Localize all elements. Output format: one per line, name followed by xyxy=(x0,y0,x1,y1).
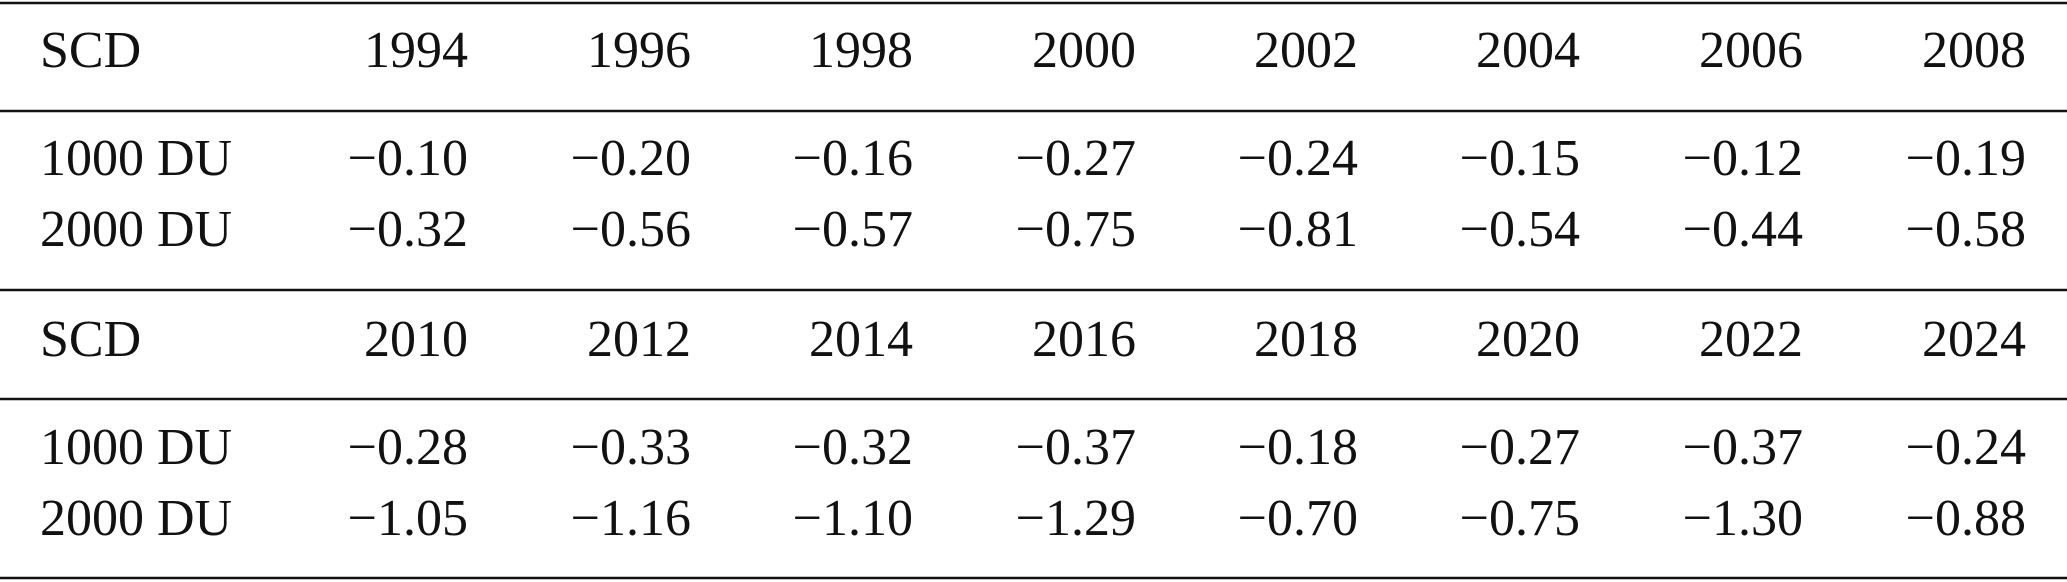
row-label: 2000 DU xyxy=(40,490,232,547)
header-cell: 2006 xyxy=(1699,22,1803,79)
cell: −0.24 xyxy=(1238,130,1358,187)
header-cell: 1998 xyxy=(809,22,913,79)
cell: −0.56 xyxy=(571,201,691,258)
header-cell: 2020 xyxy=(1476,311,1580,368)
header-cell: 2014 xyxy=(809,311,913,368)
cell: −0.27 xyxy=(1016,130,1136,187)
cell: −0.19 xyxy=(1906,130,2026,187)
cell: −0.27 xyxy=(1460,419,1580,476)
cell: −0.32 xyxy=(793,419,913,476)
row-label: 1000 DU xyxy=(40,130,232,187)
cell: −0.75 xyxy=(1016,201,1136,258)
cell: −0.32 xyxy=(348,201,468,258)
cell: −0.81 xyxy=(1238,201,1358,258)
cell: −0.12 xyxy=(1683,130,1803,187)
header-cell: 2024 xyxy=(1922,311,2026,368)
header-cell: 2000 xyxy=(1032,22,1136,79)
header-cell: 2022 xyxy=(1699,311,1803,368)
header-cell: 2002 xyxy=(1254,22,1358,79)
row-label: 1000 DU xyxy=(40,419,232,476)
header-cell: SCD xyxy=(40,311,141,368)
cell: −0.20 xyxy=(571,130,691,187)
cell: −0.15 xyxy=(1460,130,1580,187)
cell: −0.88 xyxy=(1906,490,2026,547)
cell: −0.58 xyxy=(1906,201,2026,258)
cell: −1.29 xyxy=(1016,490,1136,547)
header-cell: 2018 xyxy=(1254,311,1358,368)
cell: −1.30 xyxy=(1683,490,1803,547)
header-cell: 2012 xyxy=(587,311,691,368)
cell: −0.54 xyxy=(1460,201,1580,258)
header-cell: 2008 xyxy=(1922,22,2026,79)
header-cell: 1996 xyxy=(587,22,691,79)
cell: −0.28 xyxy=(348,419,468,476)
header-cell: 2004 xyxy=(1476,22,1580,79)
cell: −0.10 xyxy=(348,130,468,187)
cell: −0.33 xyxy=(571,419,691,476)
header-cell: 1994 xyxy=(364,22,468,79)
cell: −0.37 xyxy=(1683,419,1803,476)
header-cell: 2016 xyxy=(1032,311,1136,368)
cell: −1.10 xyxy=(793,490,913,547)
cell: −0.57 xyxy=(793,201,913,258)
cell: −0.24 xyxy=(1906,419,2026,476)
cell: −1.05 xyxy=(348,490,468,547)
row-label: 2000 DU xyxy=(40,201,232,258)
cell: −0.16 xyxy=(793,130,913,187)
cell: −1.16 xyxy=(571,490,691,547)
cell: −0.18 xyxy=(1238,419,1358,476)
header-cell: 2010 xyxy=(364,311,468,368)
cell: −0.44 xyxy=(1683,201,1803,258)
cell: −0.37 xyxy=(1016,419,1136,476)
cell: −0.70 xyxy=(1238,490,1358,547)
header-cell: SCD xyxy=(40,22,141,79)
cell: −0.75 xyxy=(1460,490,1580,547)
